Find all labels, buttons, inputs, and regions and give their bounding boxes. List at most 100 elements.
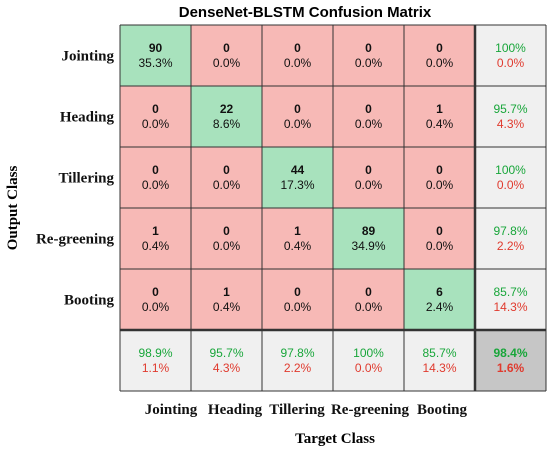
summary-correct: 98.9% bbox=[138, 346, 172, 360]
column-label: Heading bbox=[208, 402, 263, 418]
chart-title: DenseNet-BLSTM Confusion Matrix bbox=[179, 4, 432, 21]
cell-percent: 0.4% bbox=[213, 300, 241, 314]
summary-correct: 100% bbox=[495, 41, 526, 55]
cell-percent: 17.3% bbox=[280, 178, 314, 192]
cell-count: 0 bbox=[294, 41, 301, 55]
cell-count: 1 bbox=[152, 224, 159, 238]
cell-percent: 0.0% bbox=[355, 300, 383, 314]
cell-background bbox=[262, 25, 333, 86]
row-label: Tillering bbox=[58, 171, 114, 187]
summary-background bbox=[191, 330, 262, 391]
cell-background bbox=[333, 25, 404, 86]
column-label: Re-greening bbox=[331, 402, 410, 418]
matrix-cell: 00.0% bbox=[333, 25, 404, 86]
cell-background bbox=[120, 86, 191, 147]
cell-percent: 0.0% bbox=[355, 56, 383, 70]
matrix-cell: 00.0% bbox=[404, 25, 475, 86]
summary-error: 1.1% bbox=[142, 361, 170, 375]
matrix-cell: 00.0% bbox=[333, 269, 404, 330]
cell-count: 0 bbox=[436, 224, 443, 238]
matrix-cell: 00.0% bbox=[262, 86, 333, 147]
cell-percent: 0.4% bbox=[284, 239, 312, 253]
cell-background bbox=[120, 269, 191, 330]
summary-error: 4.3% bbox=[213, 361, 241, 375]
matrix-cell: 228.6% bbox=[191, 86, 262, 147]
summary-background bbox=[475, 208, 546, 269]
summary-error: 4.3% bbox=[497, 117, 525, 131]
cell-count: 0 bbox=[223, 224, 230, 238]
cell-background bbox=[120, 25, 191, 86]
cell-percent: 0.0% bbox=[284, 300, 312, 314]
column-label: Tillering bbox=[269, 402, 325, 418]
summary-error: 0.0% bbox=[497, 178, 525, 192]
cell-count: 0 bbox=[223, 41, 230, 55]
summary-correct: 100% bbox=[495, 163, 526, 177]
overall-background bbox=[475, 330, 546, 391]
y-axis-label: Output Class bbox=[5, 166, 21, 251]
matrix-cell: 00.0% bbox=[333, 86, 404, 147]
summary-correct: 95.7% bbox=[493, 102, 527, 116]
cell-percent: 0.4% bbox=[426, 117, 454, 131]
row-summary-cell: 95.7%4.3% bbox=[475, 86, 546, 147]
cell-background bbox=[333, 86, 404, 147]
cell-background bbox=[262, 86, 333, 147]
x-axis-label: Target Class bbox=[295, 431, 375, 447]
cell-percent: 0.0% bbox=[142, 178, 170, 192]
cell-count: 0 bbox=[223, 163, 230, 177]
matrix-cell: 00.0% bbox=[262, 269, 333, 330]
col-summary-cell: 98.9%1.1% bbox=[120, 330, 191, 391]
cell-percent: 0.0% bbox=[284, 117, 312, 131]
cell-count: 0 bbox=[365, 102, 372, 116]
overall-error: 1.6% bbox=[497, 361, 525, 375]
cell-percent: 34.9% bbox=[351, 239, 385, 253]
matrix-cell: 10.4% bbox=[262, 208, 333, 269]
overall-correct: 98.4% bbox=[493, 346, 527, 360]
cell-percent: 0.0% bbox=[213, 56, 241, 70]
cell-count: 0 bbox=[294, 102, 301, 116]
row-label: Jointing bbox=[61, 49, 114, 65]
summary-correct: 85.7% bbox=[422, 346, 456, 360]
cell-background bbox=[191, 25, 262, 86]
cell-percent: 35.3% bbox=[138, 56, 172, 70]
summary-error: 0.0% bbox=[497, 56, 525, 70]
cell-background bbox=[262, 147, 333, 208]
summary-background bbox=[262, 330, 333, 391]
cell-count: 1 bbox=[223, 285, 230, 299]
cell-count: 44 bbox=[291, 163, 305, 177]
cell-percent: 0.0% bbox=[426, 56, 454, 70]
matrix-cell: 00.0% bbox=[404, 208, 475, 269]
column-label: Booting bbox=[417, 402, 468, 418]
matrix-cell: 00.0% bbox=[120, 86, 191, 147]
cell-count: 0 bbox=[365, 285, 372, 299]
summary-background bbox=[475, 269, 546, 330]
col-summary-cell: 95.7%4.3% bbox=[191, 330, 262, 391]
matrix-cell: 00.0% bbox=[191, 25, 262, 86]
cell-background bbox=[404, 147, 475, 208]
summary-correct: 97.8% bbox=[280, 346, 314, 360]
summary-error: 2.2% bbox=[497, 239, 525, 253]
cell-background bbox=[191, 208, 262, 269]
matrix-cell: 10.4% bbox=[404, 86, 475, 147]
cell-count: 0 bbox=[294, 285, 301, 299]
matrix-cell: 00.0% bbox=[191, 208, 262, 269]
cell-background bbox=[404, 208, 475, 269]
col-summary-cell: 97.8%2.2% bbox=[262, 330, 333, 391]
row-summary-cell: 100%0.0% bbox=[475, 147, 546, 208]
cell-percent: 0.0% bbox=[213, 178, 241, 192]
cell-background bbox=[404, 269, 475, 330]
cell-background bbox=[191, 269, 262, 330]
cell-percent: 0.0% bbox=[142, 117, 170, 131]
summary-correct: 85.7% bbox=[493, 285, 527, 299]
overall-accuracy-cell: 98.4%1.6% bbox=[475, 330, 546, 391]
cell-background bbox=[333, 269, 404, 330]
matrix-cell: 00.0% bbox=[262, 25, 333, 86]
summary-background bbox=[333, 330, 404, 391]
summary-correct: 95.7% bbox=[209, 346, 243, 360]
cell-background bbox=[120, 147, 191, 208]
cell-background bbox=[191, 86, 262, 147]
cell-percent: 0.0% bbox=[142, 300, 170, 314]
cell-background bbox=[404, 86, 475, 147]
cell-count: 1 bbox=[436, 102, 443, 116]
